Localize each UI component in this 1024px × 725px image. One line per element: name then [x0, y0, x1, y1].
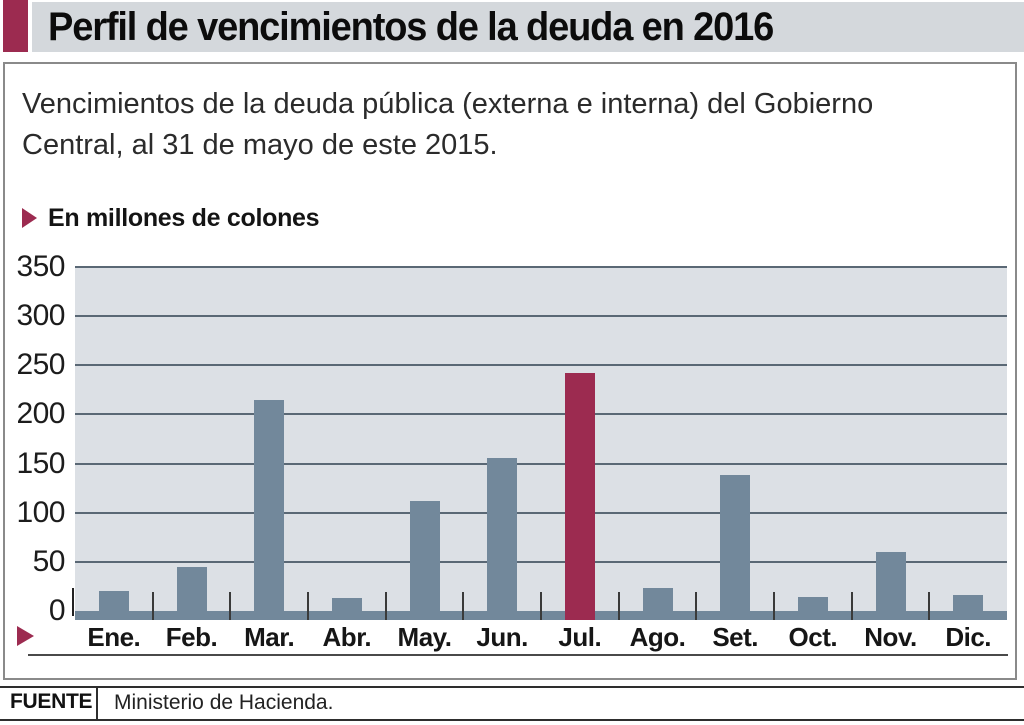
bar-abr — [331, 598, 362, 620]
x-tick-6 — [540, 592, 542, 620]
gridline-100 — [75, 511, 1007, 514]
y-tick-label-300: 300 — [16, 299, 65, 333]
bar-feb — [176, 566, 207, 620]
gridline-150 — [75, 462, 1007, 465]
x-axis-underline — [28, 654, 1008, 656]
x-tick-5 — [462, 592, 465, 620]
y-tick-label-200: 200 — [16, 397, 65, 431]
x-tick-4 — [384, 592, 387, 620]
plot-area — [75, 267, 1007, 611]
y-tick-label-0: 0 — [48, 594, 66, 627]
x-label-ago: Ago. — [629, 622, 686, 652]
header-accent-block — [3, 0, 28, 52]
x-tick-2 — [229, 592, 232, 620]
bar-dic — [953, 595, 984, 620]
x-tick-7 — [617, 592, 620, 620]
x-label-jul: Jul. — [558, 622, 602, 652]
header-band: Perfil de vencimientos de la deuda en 20… — [32, 2, 1024, 52]
bar-oct — [797, 597, 828, 620]
gridline-50 — [75, 560, 1007, 563]
y-tick-label-150: 150 — [16, 446, 65, 480]
y-tick-label-250: 250 — [16, 348, 65, 382]
gridline-300 — [75, 315, 1007, 318]
bar-ene — [98, 591, 129, 620]
x-tick-3 — [307, 592, 309, 620]
axis-arrow-icon — [17, 626, 34, 646]
bar-may — [409, 500, 440, 620]
footer-bottom-rule — [0, 719, 1024, 721]
x-tick-10 — [850, 592, 853, 620]
footer-divider — [96, 688, 98, 719]
unit-legend-label: En millones de colones — [48, 204, 320, 232]
x-label-ene: Ene. — [87, 622, 141, 652]
y-axis-origin-tick — [72, 588, 74, 616]
gridline-200 — [75, 413, 1007, 416]
y-tick-label-100: 100 — [16, 495, 65, 529]
x-label-oct: Oct. — [788, 622, 838, 652]
x-label-feb: Feb. — [165, 622, 218, 652]
page-title: Perfil de vencimientos de la deuda en 20… — [48, 5, 774, 49]
y-tick-label-350: 350 — [16, 250, 65, 283]
bar-mar — [254, 399, 285, 620]
x-label-set: Set. — [712, 622, 758, 652]
bar-nov — [875, 552, 906, 620]
x-tick-1 — [151, 592, 154, 620]
gridline-250 — [75, 364, 1007, 367]
bar-jul — [564, 373, 595, 620]
x-tick-9 — [773, 592, 775, 620]
source-value: Ministerio de Hacienda. — [114, 691, 334, 714]
bar-ago — [642, 588, 673, 620]
x-tick-11 — [928, 592, 931, 620]
bar-set — [720, 475, 751, 620]
bar-jun — [487, 457, 518, 620]
y-tick-label-50: 50 — [32, 544, 66, 578]
chart-subtitle: Vencimientos de la deuda pública (extern… — [22, 88, 874, 161]
bullet-triangle-icon — [22, 208, 37, 228]
x-label-abr: Abr. — [322, 622, 372, 652]
x-label-jun: Jun. — [476, 622, 528, 652]
x-label-may: May. — [397, 622, 452, 652]
x-label-nov: Nov. — [864, 622, 917, 652]
gridline-350 — [75, 266, 1007, 268]
x-label-mar: Mar. — [244, 622, 295, 652]
x-label-dic: Dic. — [945, 622, 991, 652]
footer-top-rule — [0, 686, 1024, 688]
x-tick-8 — [695, 592, 698, 620]
source-label: FUENTE — [10, 690, 93, 713]
